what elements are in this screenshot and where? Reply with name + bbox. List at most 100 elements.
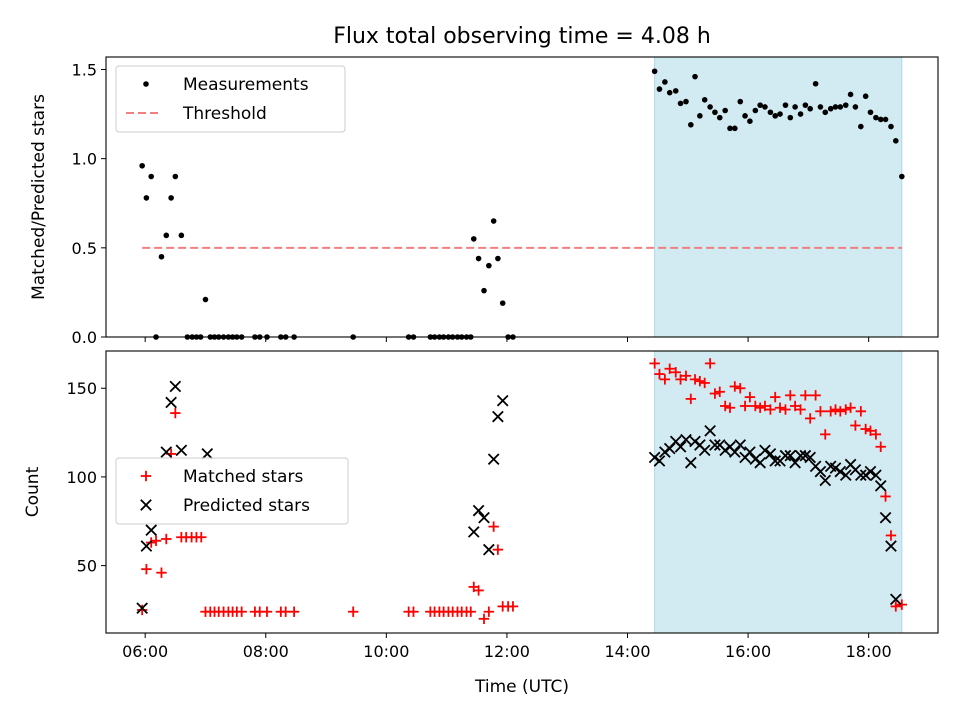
bottom-s1-point-8-d2: [467, 526, 480, 538]
bottom-s1-point-63-d2: [889, 593, 902, 606]
bottom-s1-point-31: [728, 446, 741, 458]
top-s0-point-94: [873, 114, 879, 121]
top-s0-point-83: [817, 104, 824, 110]
bottom-s0-point-12: [196, 532, 207, 543]
bottom-s1-point-42-d2: [784, 449, 797, 462]
bottom-legend-marker-0: [140, 470, 152, 482]
bottom-xtick-label-0: 06:00: [122, 642, 168, 661]
bottom-s1-point-14-d2: [496, 394, 509, 407]
top-s0-point-41: [470, 236, 477, 242]
top-s0-point-91: [858, 123, 864, 130]
bottom-s1-point-3-d2: [160, 446, 173, 458]
bottom-s0-point-83: [815, 406, 826, 417]
bottom-xtick-label-5: 16:00: [725, 642, 771, 661]
bottom-s1-point-25: [698, 444, 711, 457]
bottom-s1-point-20: [674, 440, 687, 453]
bottom-s0-point-72: [759, 400, 771, 412]
bottom-s0-point-96: [880, 491, 891, 502]
bottom-s1-point-6: [175, 444, 188, 457]
top-legend-label-0: Measurements: [183, 75, 309, 95]
bottom-s1-point-57: [859, 469, 872, 481]
bottom-s1-point-42: [784, 449, 797, 462]
bottom-s1-point-52: [834, 465, 847, 478]
bottom-s1-point-17-d2: [659, 446, 671, 458]
bottom-s0-point-66: [729, 381, 741, 392]
top-s0-point-90: [852, 104, 859, 110]
bottom-s1-point-13-d2: [492, 410, 504, 423]
bottom-s0-point-86: [830, 404, 841, 415]
top-s0-point-67: [737, 98, 744, 105]
bottom-legend-marker-1: [140, 499, 152, 511]
top-s0-point-2: [148, 173, 155, 180]
top-s0-point-7: [172, 173, 179, 180]
bottom-s1-point-56: [854, 469, 867, 481]
bottom-s1-point-5-d2: [169, 380, 182, 393]
top-s0-point-60: [701, 97, 708, 103]
bottom-s0-point-55: [675, 374, 686, 385]
bottom-s1-point-59: [870, 469, 882, 481]
bottom-s0-point-49: [507, 601, 519, 612]
bottom-s0-point-77: [785, 390, 796, 401]
top-s0-point-45: [490, 218, 497, 224]
bottom-ytick-label-1: 100: [66, 468, 97, 487]
bottom-s1-point-28-d2: [713, 439, 726, 451]
bottom-s1-point-2: [145, 524, 158, 536]
bottom-series-1: [136, 380, 902, 615]
bottom-s1-point-45-d2: [799, 449, 812, 462]
bottom-s1-point-60-d2: [874, 479, 887, 492]
bottom-s0-point-68: [739, 400, 751, 412]
top-s0-point-5: [163, 232, 170, 239]
top-s0-point-47: [499, 300, 506, 306]
top-s0-point-58: [692, 73, 698, 80]
top-s0-point-82: [812, 80, 819, 87]
top-s0-point-96: [882, 116, 889, 123]
bottom-s1-point-52-d2: [834, 465, 847, 478]
top-s0-point-73: [767, 109, 774, 116]
bottom-s0-point-71: [754, 402, 766, 413]
bottom-s1-point-26: [704, 424, 716, 437]
top-s0-point-71: [757, 102, 763, 108]
bottom-s1-point-21-d2: [680, 433, 692, 446]
top-s0-point-93: [867, 109, 874, 116]
bottom-s1-point-6-d2: [175, 444, 188, 457]
bottom-s1-point-49-d2: [819, 474, 832, 487]
bottom-s1-point-21: [680, 433, 692, 446]
bottom-s1-point-61: [879, 511, 892, 524]
bottom-s0-point-84: [820, 429, 831, 440]
top-s0-point-80: [802, 102, 809, 108]
bottom-s0-point-90: [850, 420, 861, 431]
bottom-s1-point-11-d2: [483, 543, 495, 556]
x-axis-label: Time (UTC): [474, 677, 569, 697]
top-s0-point-92: [862, 93, 869, 100]
bottom-s1-point-3: [160, 446, 173, 458]
top-s0-point-64: [722, 107, 728, 114]
top-s0-point-66: [732, 125, 738, 132]
top-s0-point-81: [807, 105, 813, 112]
top-s0-point-87: [837, 104, 844, 110]
bottom-s1-point-1: [140, 540, 153, 552]
bottom-s1-point-38: [764, 448, 777, 460]
top-s0-point-61: [707, 104, 713, 110]
top-series-0: [139, 68, 905, 340]
bottom-s1-point-44: [794, 449, 807, 462]
bottom-s0-point-7: [170, 407, 181, 419]
bottom-s1-point-22-d2: [684, 456, 697, 469]
top-ytick-label-2: 1.0: [72, 150, 97, 169]
bottom-s1-point-44-d2: [794, 449, 807, 462]
bottom-s1-point-56-d2: [854, 469, 867, 481]
bottom-s0-point-85: [825, 406, 836, 417]
bottom-s0-point-75: [774, 402, 786, 413]
bottom-s0-point-24: [261, 606, 273, 617]
top-s0-point-6: [168, 195, 174, 201]
bottom-s0-point-98: [890, 601, 901, 612]
bottom-s1-point-32-d2: [734, 439, 747, 451]
bottom-s1-point-29-d2: [719, 444, 732, 457]
bottom-s0-point-21: [236, 606, 247, 617]
bottom-s0-point-92: [860, 423, 871, 435]
bottom-s0-point-5: [161, 533, 172, 545]
top-s0-point-78: [792, 104, 798, 110]
top-s0-point-8: [178, 232, 185, 239]
bottom-s1-point-23: [689, 435, 701, 448]
bottom-s0-point-69: [744, 391, 756, 403]
